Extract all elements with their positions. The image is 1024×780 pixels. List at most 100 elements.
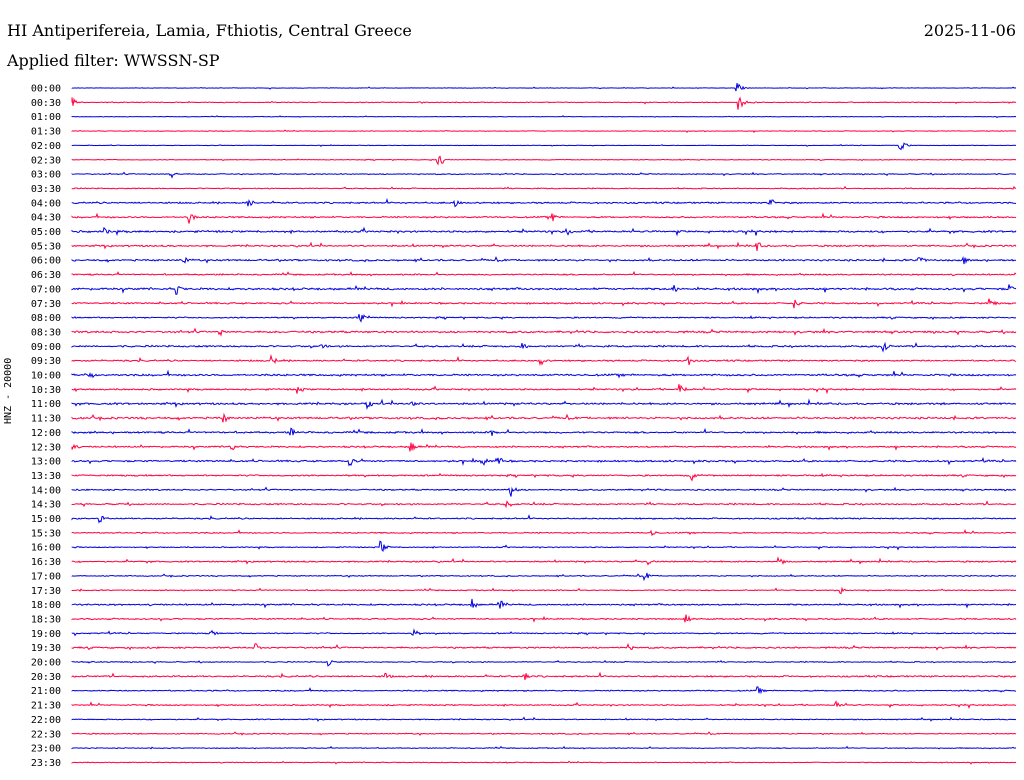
row-time-label: 17:00: [31, 571, 61, 582]
seismic-trace-row: [71, 572, 1017, 582]
row-time-label: 10:00: [31, 371, 61, 382]
row-time-label: 22:00: [31, 715, 61, 726]
seismic-trace-row: [71, 129, 1017, 133]
row-time-label: 06:30: [31, 270, 61, 281]
row-time-label: 02:00: [31, 141, 61, 152]
row-time-label: 07:30: [31, 299, 61, 310]
seismic-trace-row: [71, 540, 1017, 552]
row-time-label: 11:00: [31, 399, 61, 410]
row-time-label: 18:30: [31, 614, 61, 625]
seismic-trace-row: [71, 226, 1017, 237]
row-time-label: 02:30: [31, 155, 61, 166]
row-time-label: 05:30: [31, 241, 61, 252]
row-time-label: 23:00: [31, 744, 61, 755]
row-time-label: 16:00: [31, 543, 61, 554]
row-time-label: 20:30: [31, 672, 61, 683]
row-time-label: 22:30: [31, 729, 61, 740]
seismic-trace-row: [71, 155, 1017, 166]
row-time-label: 07:00: [31, 284, 61, 295]
seismic-trace-row: [71, 614, 1017, 623]
row-time-label: 13:30: [31, 471, 61, 482]
row-time-label: 08:00: [31, 313, 61, 324]
seismic-trace-row: [71, 760, 1017, 765]
row-time-label: 16:30: [31, 557, 61, 568]
row-time-label: 17:30: [31, 586, 61, 597]
row-time-label: 03:30: [31, 184, 61, 195]
seismic-trace-row: [71, 472, 1017, 482]
row-time-label: 04:00: [31, 198, 61, 209]
seismic-trace-row: [71, 412, 1017, 423]
seismic-trace-row: [71, 314, 1017, 323]
seismic-trace-row: [71, 556, 1017, 566]
row-time-label: 05:00: [31, 227, 61, 238]
record-date: 2025-11-06: [923, 21, 1016, 40]
seismic-trace-row: [71, 457, 1017, 467]
seismic-trace-row: [71, 500, 1017, 509]
seismic-trace-row: [71, 115, 1017, 119]
row-time-label: 14:00: [31, 485, 61, 496]
seismic-trace-row: [71, 353, 1017, 366]
row-time-label: 21:00: [31, 686, 61, 697]
row-time-label: 10:30: [31, 385, 61, 396]
row-time-label: 21:30: [31, 701, 61, 712]
row-time-label: 19:00: [31, 629, 61, 640]
row-time-label: 12:00: [31, 428, 61, 439]
seismic-trace-row: [71, 486, 1017, 497]
row-time-label: 03:00: [31, 170, 61, 181]
row-time-label: 19:30: [31, 643, 61, 654]
seismic-trace-row: [71, 369, 1017, 379]
seismic-trace-row: [71, 256, 1017, 265]
row-time-label: 15:30: [31, 528, 61, 539]
seismic-trace-row: [71, 284, 1017, 296]
seismic-trace-row: [71, 586, 1017, 595]
seismic-trace-row: [71, 659, 1017, 667]
row-time-label: 13:00: [31, 457, 61, 468]
seismic-trace-row: [71, 270, 1017, 277]
seismic-trace-row: [71, 686, 1017, 695]
seismic-trace-row: [71, 671, 1017, 681]
filter-label: Applied filter: WWSSN-SP: [7, 51, 220, 70]
row-time-label: 15:00: [31, 514, 61, 525]
seismic-trace-row: [71, 384, 1017, 395]
seismic-trace-row: [71, 398, 1017, 410]
seismic-trace-row: [71, 700, 1017, 709]
row-time-label: 23:30: [31, 758, 61, 769]
seismic-trace-row: [71, 212, 1017, 224]
row-time-label: 09:30: [31, 356, 61, 367]
seismic-trace-row: [71, 745, 1016, 750]
seismic-trace-row: [71, 171, 1017, 179]
row-time-label: 09:00: [31, 342, 61, 353]
row-time-label: 01:30: [31, 127, 61, 138]
seismic-trace-row: [71, 327, 1017, 337]
seismic-trace-row: [71, 731, 1017, 736]
row-time-label: 14:30: [31, 500, 61, 511]
seismic-trace-row: [71, 716, 1017, 722]
row-time-label: 04:30: [31, 213, 61, 224]
row-time-label: 11:30: [31, 414, 61, 425]
row-time-label: 18:00: [31, 600, 61, 611]
seismic-trace-row: [71, 185, 1017, 191]
seismic-trace-row: [71, 298, 1017, 309]
row-time-label: 08:30: [31, 327, 61, 338]
seismic-trace-row: [71, 96, 1017, 110]
seismic-trace-row: [71, 142, 1017, 151]
seismic-trace-row: [71, 241, 1017, 252]
seismic-trace-row: [71, 341, 1017, 353]
seismic-trace-row: [71, 529, 1017, 537]
seismic-trace-row: [71, 427, 1017, 436]
row-time-label: 06:00: [31, 256, 61, 267]
seismic-trace-row: [71, 598, 1017, 609]
seismic-trace-row: [71, 643, 1017, 651]
seismic-trace-row: [71, 514, 1017, 524]
seismic-trace-row: [71, 442, 1017, 452]
row-time-label: 12:30: [31, 442, 61, 453]
seismic-trace-row: [71, 83, 1017, 92]
row-time-label: 20:00: [31, 658, 61, 669]
row-time-label: 01:00: [31, 112, 61, 123]
seismic-trace-row: [71, 628, 1017, 637]
seismic-trace-row: [71, 197, 1016, 208]
row-time-label: 00:30: [31, 98, 61, 109]
row-time-label: 00:00: [31, 84, 61, 95]
